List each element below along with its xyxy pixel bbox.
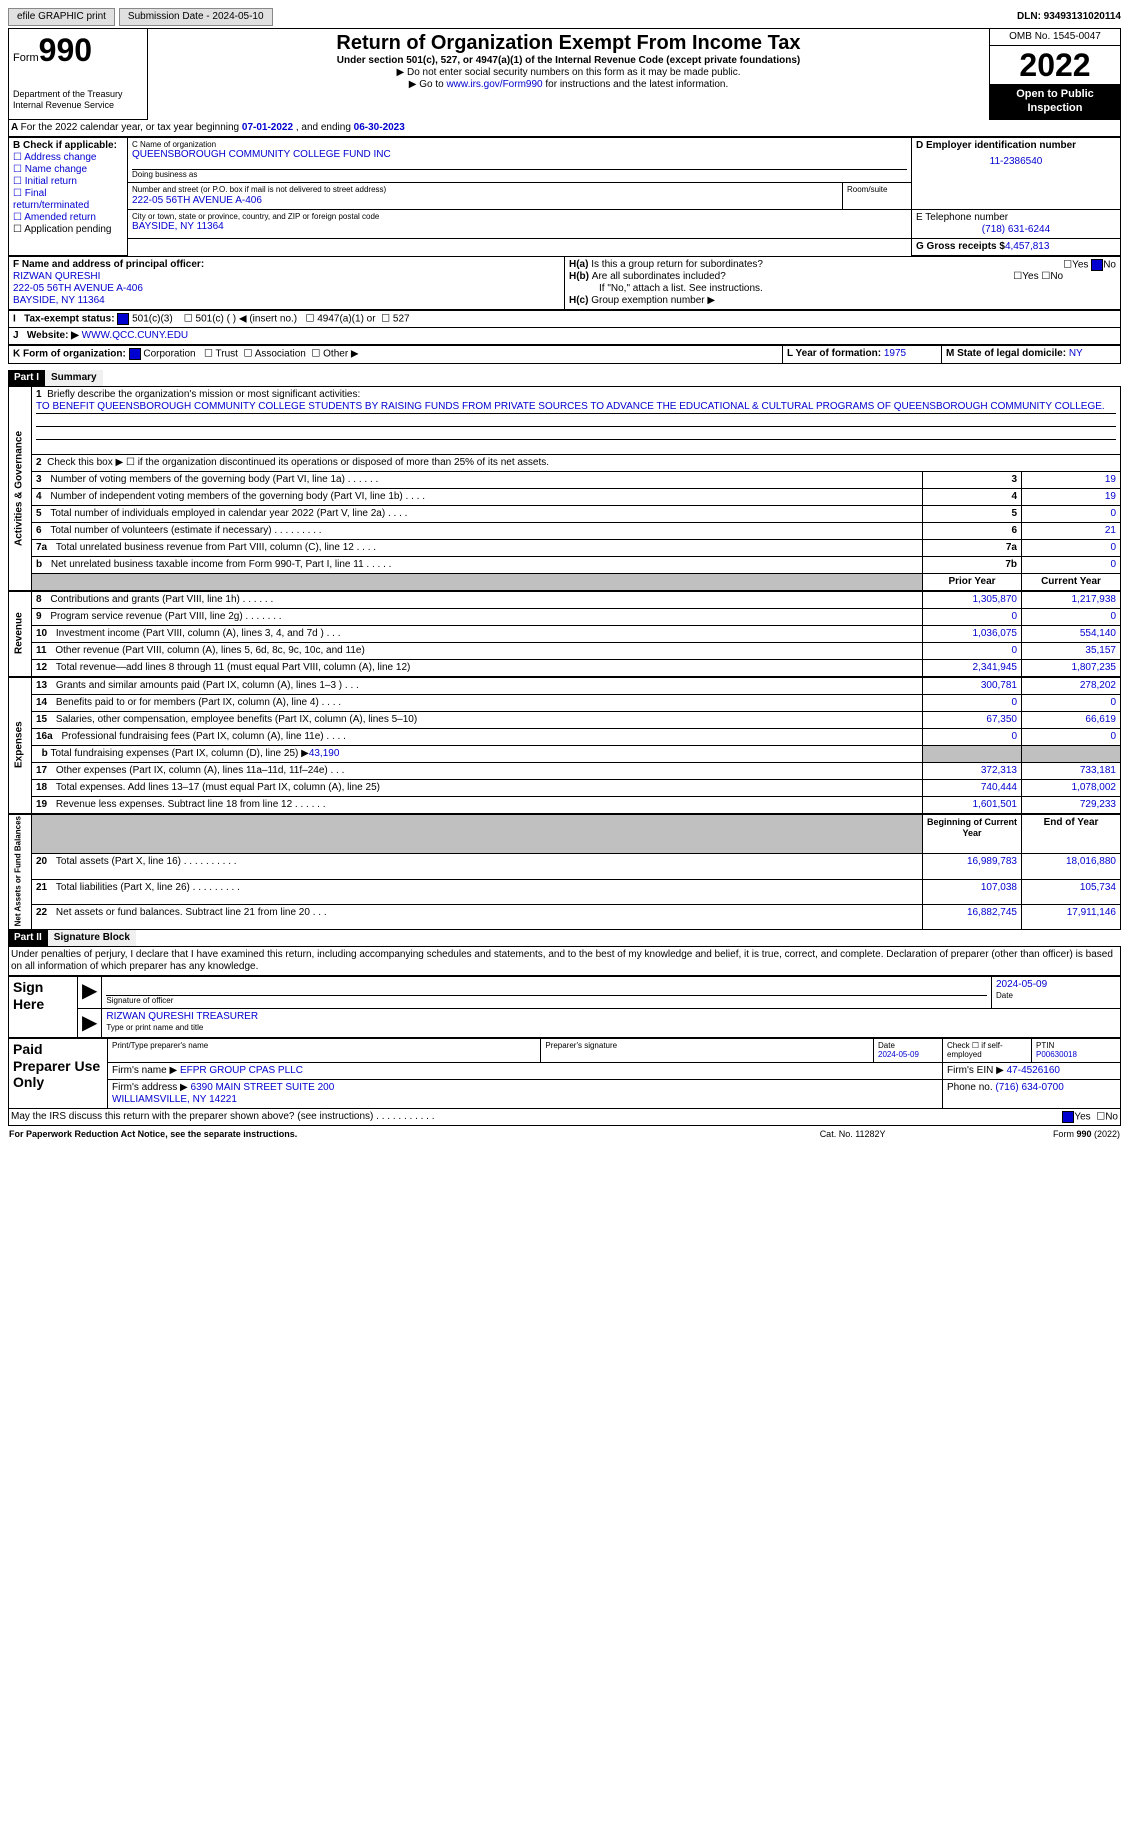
block-i-j: I Tax-exempt status: 501(c)(3) ☐ 501(c) … (8, 310, 1121, 346)
form-title: Return of Organization Exempt From Incom… (152, 31, 985, 55)
j-label: J Website: ▶ (13, 330, 79, 341)
f-label: F Name and address of principal officer: (13, 259, 204, 270)
city-label: City or town, state or province, country… (132, 212, 907, 222)
addr: 222-05 56TH AVENUE A-406 (132, 195, 838, 207)
block-k-m: K Form of organization: Corporation ☐ Tr… (8, 345, 1121, 364)
vert-exp: Expenses (9, 677, 32, 813)
ha-no-checked[interactable] (1091, 259, 1103, 271)
line2: Check this box ▶ ☐ if the organization d… (47, 457, 549, 468)
sub2: ▶ Do not enter social security numbers o… (152, 67, 985, 79)
vert-rev: Revenue (9, 591, 32, 676)
part2-title: Signature Block (48, 930, 136, 946)
paid-title: Paid Preparer Use Only (9, 1038, 108, 1108)
i-label: I Tax-exempt status: (13, 313, 115, 324)
part1-num: Part I (8, 370, 45, 386)
sig-label: Signature of officer (106, 996, 987, 1006)
line16b: Total fundraising expenses (Part IX, col… (50, 748, 308, 759)
submission-btn[interactable]: Submission Date - 2024-05-10 (119, 8, 273, 26)
irs-link[interactable]: www.irs.gov/Form990 (446, 79, 542, 90)
org-name: QUEENSBOROUGH COMMUNITY COLLEGE FUND INC (132, 149, 907, 161)
b-opt-1[interactable]: ☐ Name change (13, 164, 123, 176)
l-label: L Year of formation: (787, 348, 881, 359)
k-label: K Form of organization: (13, 349, 126, 360)
form-number: 990 (39, 32, 92, 68)
h-c: H(c) Group exemption number ▶ (569, 295, 1116, 307)
paid-preparer-table: Paid Preparer Use Only Print/Type prepar… (8, 1038, 1121, 1109)
g-label: G Gross receipts $ (916, 241, 1005, 252)
open-inspection: Open to Public Inspection (990, 84, 1120, 118)
ein: 11-2386540 (916, 156, 1116, 168)
city: BAYSIDE, NY 11364 (132, 221, 907, 233)
part2-num: Part II (8, 930, 48, 946)
vert-na: Net Assets or Fund Balances (9, 814, 32, 929)
part1-title: Summary (45, 370, 103, 386)
m-label: M State of legal domicile: (946, 348, 1066, 359)
gross: 4,457,813 (1005, 241, 1050, 252)
sub3: ▶ Go to www.irs.gov/Form990 for instruct… (152, 79, 985, 91)
c-label: C Name of organization (132, 140, 907, 150)
b-label: B Check if applicable: (13, 140, 117, 151)
perjury: Under penalties of perjury, I declare th… (8, 946, 1121, 976)
irs-yes-checked[interactable] (1062, 1111, 1074, 1123)
officer-name: RIZWAN QURESHI (13, 271, 560, 283)
mission-label: Briefly describe the organization's miss… (47, 389, 360, 400)
b-opt-3[interactable]: ☐ Final return/terminated (13, 188, 123, 212)
officer-addr2: BAYSIDE, NY 11364 (13, 295, 560, 307)
sign-date: 2024-05-09 (996, 979, 1116, 991)
vert-gov: Activities & Governance (9, 386, 32, 590)
revenue-table: Revenue 8 Contributions and grants (Part… (8, 591, 1121, 677)
b-opt-2[interactable]: ☐ Initial return (13, 176, 123, 188)
tax-year: 2022 (990, 46, 1120, 84)
d-label: D Employer identification number (916, 140, 1076, 151)
e-label: E Telephone number (916, 212, 1116, 224)
phone: (718) 631-6244 (916, 224, 1116, 236)
block-b-g: B Check if applicable: ☐ Address change … (8, 137, 1121, 256)
form-word: Form (13, 52, 39, 64)
website[interactable]: WWW.QCC.CUNY.EDU (82, 330, 188, 341)
b-opt-5[interactable]: ☐ Application pending (13, 224, 123, 236)
i-501c3-checked[interactable] (117, 313, 129, 325)
netassets-table: Net Assets or Fund Balances Beginning of… (8, 814, 1121, 930)
block-f-h: F Name and address of principal officer:… (8, 256, 1121, 310)
efile-btn[interactable]: efile GRAPHIC print (8, 8, 115, 26)
h-a: H(a) Is this a group return for subordin… (569, 259, 1116, 271)
k-corp-checked[interactable] (129, 348, 141, 360)
summary-table: Activities & Governance 1 Briefly descri… (8, 386, 1121, 591)
irs-discuss: May the IRS discuss this return with the… (8, 1109, 1121, 1126)
line-a: A For the 2022 calendar year, or tax yea… (8, 120, 1121, 137)
mission-text: TO BENEFIT QUEENSBOROUGH COMMUNITY COLLE… (36, 401, 1116, 414)
officer-addr1: 222-05 56TH AVENUE A-406 (13, 283, 560, 295)
room-label: Room/suite (843, 182, 912, 209)
expenses-table: Expenses 13 Grants and similar amounts p… (8, 677, 1121, 814)
addr-label: Number and street (or P.O. box if mail i… (132, 185, 838, 195)
header-table: Form990 Department of the Treasury Inter… (8, 28, 1121, 120)
dln: DLN: 93493131020114 (1017, 11, 1121, 23)
h-note: If "No," attach a list. See instructions… (569, 283, 1116, 295)
dba-label: Doing business as (132, 169, 907, 180)
dept: Department of the Treasury Internal Reve… (13, 89, 143, 111)
top-bar: efile GRAPHIC print Submission Date - 20… (8, 8, 1121, 26)
b-opt-4[interactable]: ☐ Amended return (13, 212, 123, 224)
sub1: Under section 501(c), 527, or 4947(a)(1)… (152, 55, 985, 67)
sign-here: Sign Here (9, 977, 78, 1038)
sign-name: RIZWAN QURESHI TREASURER (106, 1011, 1116, 1023)
footer: For Paperwork Reduction Act Notice, see … (8, 1128, 1121, 1141)
omb: OMB No. 1545-0047 (990, 29, 1120, 46)
sign-here-table: Sign Here ▶ Signature of officer 2024-05… (8, 976, 1121, 1038)
b-opt-0[interactable]: ☐ Address change (13, 152, 123, 164)
h-b: H(b) Are all subordinates included? ☐Yes… (569, 271, 1116, 283)
